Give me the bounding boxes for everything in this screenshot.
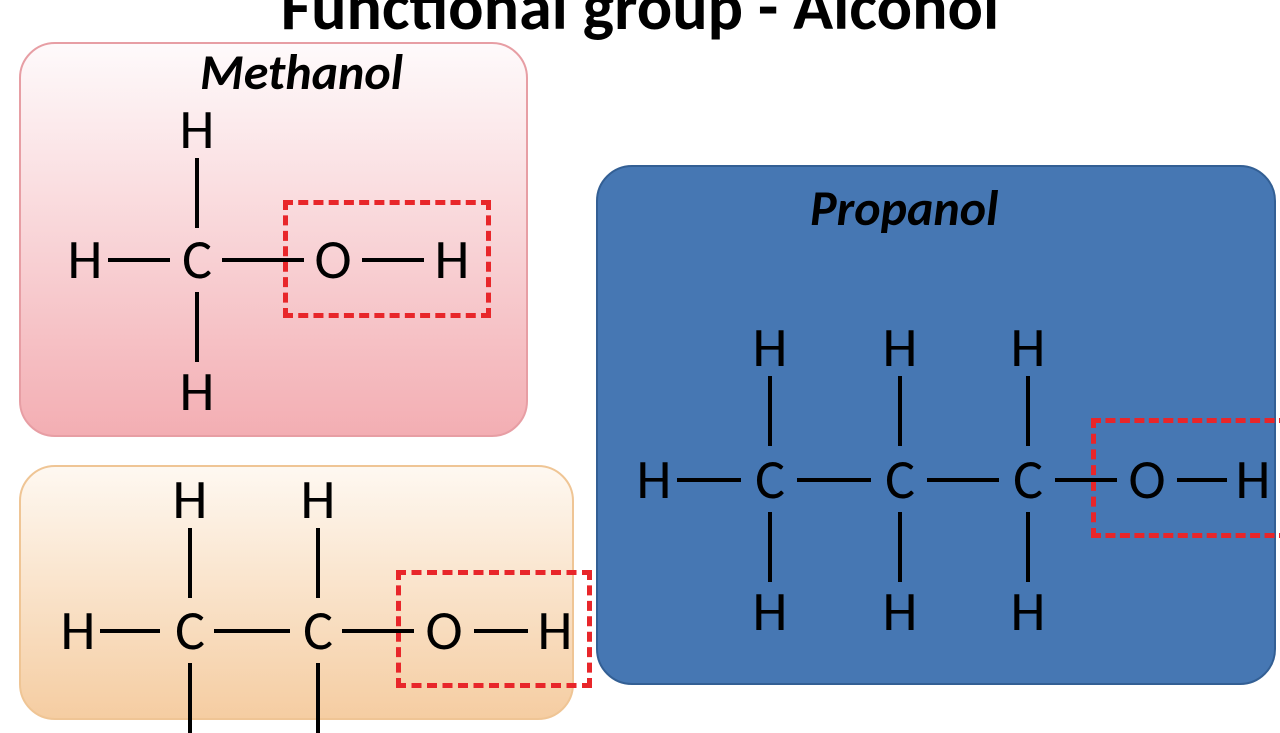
propanol-bond bbox=[1026, 512, 1030, 582]
propanol-bond bbox=[927, 478, 999, 482]
propanol-atom-H: H bbox=[1011, 320, 1046, 376]
ethanol-bond bbox=[474, 629, 528, 633]
propanol-atom-H: H bbox=[1236, 452, 1271, 508]
methanol-atom-H: H bbox=[180, 102, 215, 158]
propanol-bond bbox=[677, 478, 741, 482]
ethanol-atom-O: O bbox=[425, 603, 462, 659]
propanol-atom-H: H bbox=[1011, 584, 1046, 640]
propanol-atom-H: H bbox=[637, 452, 672, 508]
propanol-atom-H: H bbox=[753, 320, 788, 376]
ethanol-bond bbox=[316, 663, 320, 733]
page-title: Functional group - Alcohol bbox=[0, 0, 1280, 47]
ethanol-bond bbox=[100, 629, 160, 633]
ethanol-bond bbox=[342, 629, 414, 633]
propanol-atom-H: H bbox=[883, 584, 918, 640]
propanol-bond bbox=[1055, 478, 1117, 482]
methanol-bond bbox=[195, 158, 199, 228]
propanol-atom-C: C bbox=[1013, 452, 1043, 508]
ethanol-atom-C: C bbox=[303, 603, 333, 659]
methanol-bond bbox=[108, 258, 170, 262]
methanol-label: Methanol bbox=[200, 42, 403, 103]
methanol-bond bbox=[222, 258, 304, 262]
ethanol-bond bbox=[188, 663, 192, 733]
ethanol-atom-H: H bbox=[61, 603, 96, 659]
propanol-bond bbox=[898, 512, 902, 582]
propanol-bond bbox=[797, 478, 871, 482]
methanol-atom-H: H bbox=[435, 232, 470, 288]
ethanol-bond bbox=[316, 528, 320, 598]
propanol-atom-O: O bbox=[1128, 452, 1165, 508]
ethanol-bond bbox=[188, 528, 192, 598]
propanol-atom-C: C bbox=[885, 452, 915, 508]
propanol-bond bbox=[768, 512, 772, 582]
propanol-atom-H: H bbox=[753, 584, 788, 640]
propanol-atom-H: H bbox=[883, 320, 918, 376]
methanol-bond bbox=[362, 258, 424, 262]
methanol-bond bbox=[195, 292, 199, 362]
propanol-bond bbox=[898, 376, 902, 446]
ethanol-atom-H: H bbox=[173, 472, 208, 528]
propanol-bond bbox=[1026, 376, 1030, 446]
propanol-atom-C: C bbox=[755, 452, 785, 508]
propanol-bond bbox=[1177, 478, 1227, 482]
ethanol-atom-H: H bbox=[538, 603, 573, 659]
methanol-atom-C: C bbox=[182, 232, 212, 288]
methanol-atom-H: H bbox=[180, 364, 215, 420]
propanol-label: Propanol bbox=[810, 178, 998, 239]
ethanol-bond bbox=[214, 629, 290, 633]
propanol-bond bbox=[768, 376, 772, 446]
ethanol-atom-C: C bbox=[175, 603, 205, 659]
ethanol-atom-H: H bbox=[301, 472, 336, 528]
methanol-atom-H: H bbox=[68, 232, 103, 288]
methanol-atom-O: O bbox=[314, 232, 351, 288]
